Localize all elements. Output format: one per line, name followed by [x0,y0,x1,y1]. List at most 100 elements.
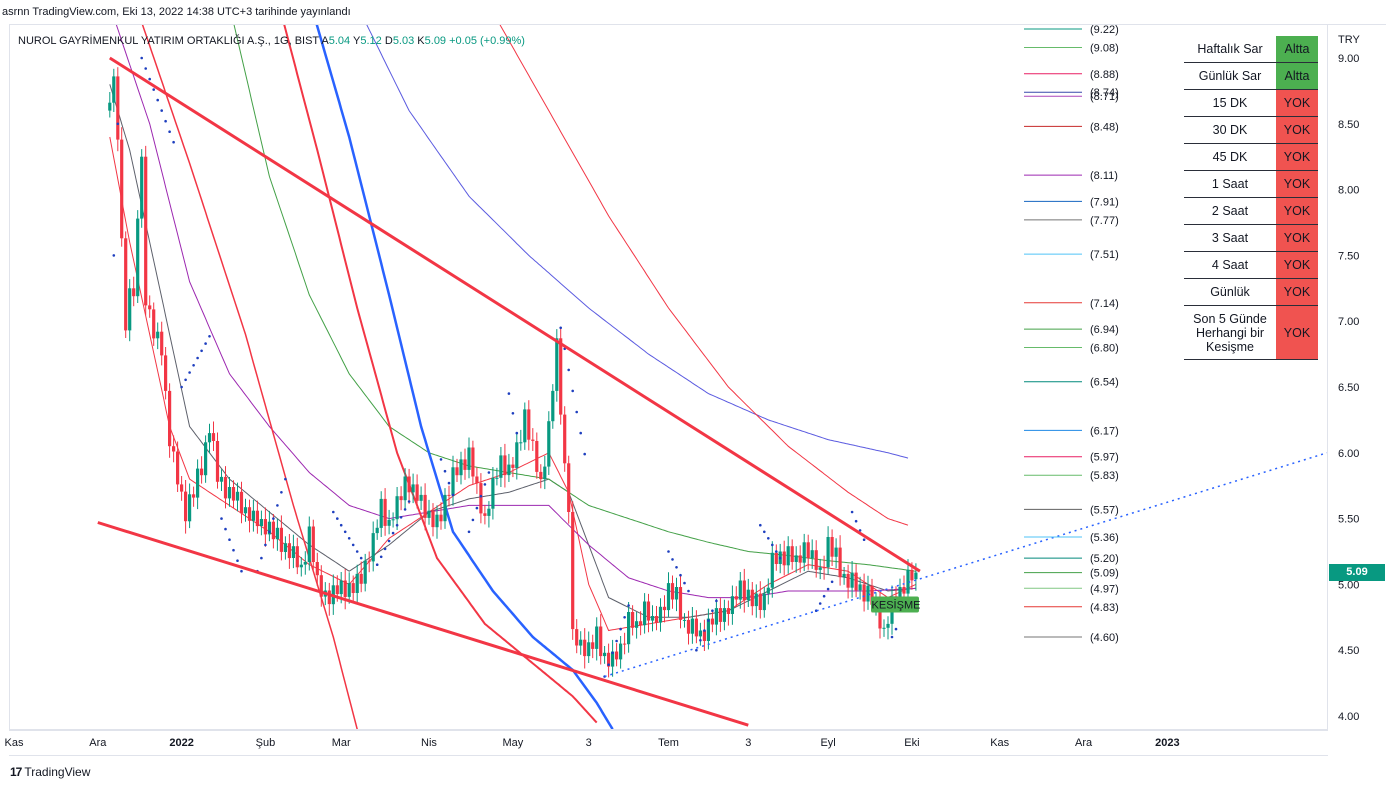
candle-body [503,455,507,476]
sar-dot [479,494,483,498]
chart-pane[interactable] [9,24,1328,730]
candle-body [219,476,224,482]
candle-body [682,619,687,621]
moving-average-line [115,25,916,599]
status-label: Günlük Sar [1184,62,1276,90]
sar-dot [284,477,287,481]
status-row: 2 Saat YOK [1184,197,1318,225]
candle-body [196,468,200,498]
candle-body [539,471,543,480]
sar-dot [184,378,187,382]
sar-dot [260,556,263,560]
sar-dot [778,556,782,560]
steep-curve-line [141,25,358,729]
sar-dot [850,510,854,514]
sar-dot [280,491,283,494]
sar-dot [200,349,203,353]
candle-body [184,491,188,522]
x-tick-label: May [503,737,524,749]
level-label: (8.71) [1090,91,1119,103]
sar-dot [667,550,670,553]
candle-body [563,414,567,464]
candle-body [391,519,395,521]
level-label: (8.88) [1090,69,1119,81]
candle-body [834,547,838,557]
candle-body [810,550,814,559]
sar-dot [675,566,678,569]
candle-body [335,585,339,595]
sar-dot [687,589,690,593]
level-label: (5.36) [1090,532,1119,544]
sar-dot [407,500,411,503]
close-value: 5.09 [424,35,447,47]
status-value: YOK [1276,143,1318,171]
status-label: Günlük [1184,278,1276,306]
x-tick-label: Kas [990,737,1009,749]
candle-body [307,526,311,562]
candle-body [487,508,491,516]
candle-body [662,606,667,611]
candle-body [646,601,651,621]
candle-body [587,642,591,657]
candle-body [211,433,216,441]
candle-body [387,519,391,526]
candle-body [124,238,128,331]
candle-body [188,494,192,522]
sar-dot [451,493,455,497]
candle-body [694,618,698,637]
sar-dot [232,548,235,552]
last-price-tag: 5.09 [1329,564,1385,581]
candle-body [483,513,487,516]
candle-body [116,76,120,140]
candle-body [535,441,539,472]
status-value: YOK [1276,278,1318,306]
moving-average-line [366,25,909,459]
status-label: 45 DK [1184,143,1276,171]
candle-body [527,409,531,440]
sar-dot [391,531,395,535]
candle-body [619,643,623,660]
open-value: 5.04 [328,35,351,47]
candle-body [547,421,551,467]
candle-body [491,477,495,509]
candle-body [635,621,639,628]
price-axis[interactable] [1328,24,1386,731]
status-row: 30 DK YOK [1184,116,1318,144]
candle-body [511,464,515,468]
candle-body [575,629,579,646]
candle-body [299,564,303,568]
sar-dot [347,537,351,540]
candle-body [555,338,559,391]
steep-curve-line [315,25,614,729]
sar-dot [116,122,120,126]
y-tick-label: 6.50 [1338,382,1359,394]
time-axis[interactable] [9,730,1328,756]
x-tick-label: 3 [745,737,751,749]
status-row: 3 Saat YOK [1184,224,1318,252]
candle-body [251,510,255,521]
candle-body [180,484,184,492]
candle-body [599,626,603,657]
candle-body [379,498,383,528]
candle-body [846,573,850,588]
level-label: (8.74) [1090,87,1119,99]
moving-average-line [233,25,916,572]
status-row: 45 DK YOK [1184,143,1318,171]
level-label: (7.77) [1090,215,1119,227]
candle-body [112,76,116,103]
candle-body [706,618,710,641]
status-row: 1 Saat YOK [1184,170,1318,198]
sar-dot [579,431,582,435]
candle-body [164,355,168,391]
candle-body [239,491,244,514]
candle-body [132,288,136,297]
tradingview-brand[interactable]: 17 TradingView [10,765,90,779]
candle-body [315,562,319,576]
candle-body [678,587,683,620]
candle-body [842,573,846,578]
candle-body [287,543,291,559]
status-value: YOK [1276,89,1318,117]
y-tick-label: 7.50 [1338,250,1359,262]
kesisme-label: KESİŞME [872,599,921,612]
candle-body [172,446,176,452]
